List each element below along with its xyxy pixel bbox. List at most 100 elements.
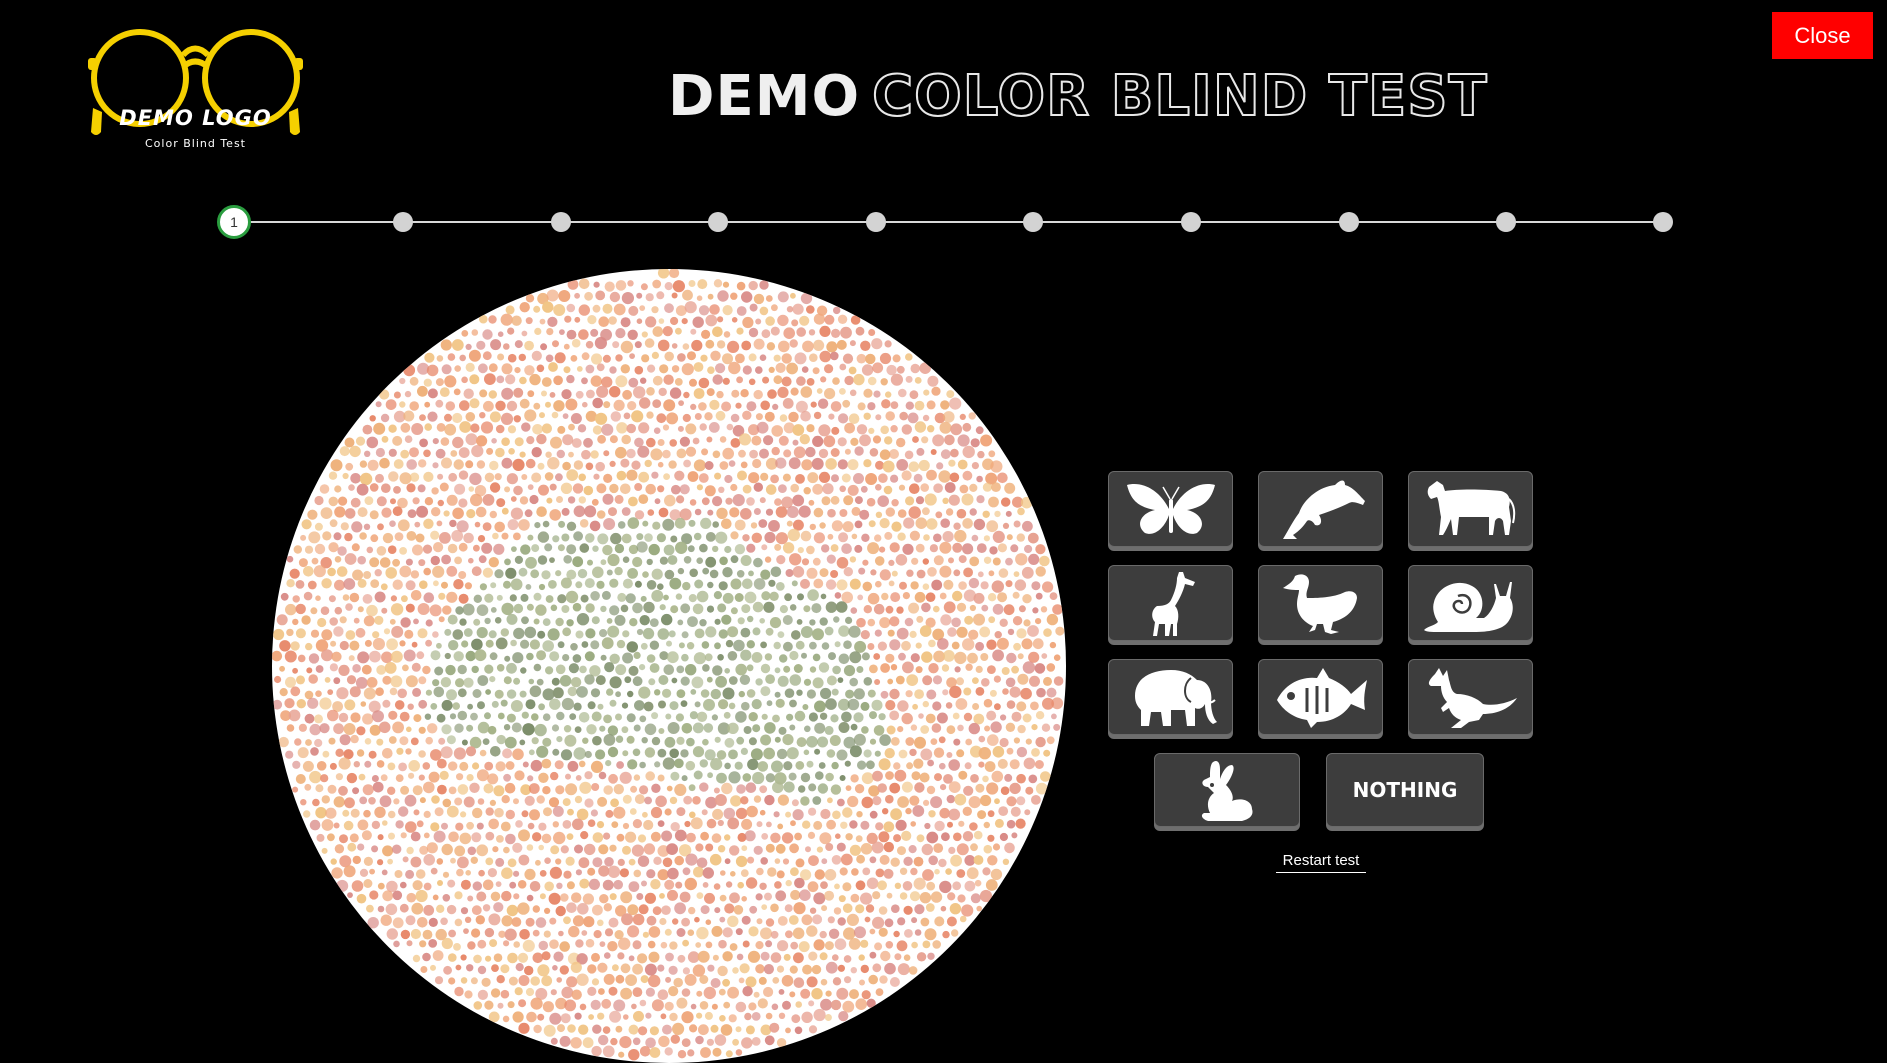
plate-dot (488, 390, 497, 399)
plate-dot (639, 397, 651, 409)
plate-dot (471, 445, 484, 458)
plate-dot (718, 699, 729, 710)
answer-fish-button[interactable] (1258, 659, 1383, 735)
plate-dot (579, 878, 590, 889)
plate-dot (690, 689, 697, 695)
plate-dot (622, 845, 631, 855)
restart-test-link[interactable]: Restart test (1276, 852, 1366, 873)
plate-dot (555, 858, 562, 865)
plate-dot (983, 535, 991, 542)
plate-dot (664, 1047, 673, 1056)
plate-dot (593, 930, 602, 939)
plate-dot (964, 615, 974, 625)
plate-dot (662, 688, 672, 698)
plate-dot (640, 642, 648, 650)
plate-dot (734, 593, 744, 602)
plate-dot (830, 570, 839, 578)
plate-dot (857, 760, 867, 770)
plate-dot (310, 629, 320, 638)
plate-dot (1009, 686, 1021, 698)
answer-duck-button[interactable] (1258, 565, 1383, 641)
plate-dot (997, 758, 1008, 769)
plate-dot (563, 725, 572, 733)
plate-dot (422, 929, 433, 940)
plate-dot (701, 329, 711, 339)
plate-dot (727, 915, 739, 927)
plate-dot (375, 447, 385, 458)
plate-dot (505, 833, 516, 845)
plate-dot (585, 628, 596, 639)
answer-giraffe-button[interactable] (1108, 565, 1233, 641)
plate-dot (702, 664, 710, 672)
plate-dot (956, 602, 967, 612)
plate-dot (1022, 661, 1036, 674)
plate-dot (380, 774, 388, 782)
plate-dot (292, 760, 301, 769)
plate-dot (350, 734, 359, 744)
plate-dot (517, 952, 529, 963)
plate-dot (496, 375, 505, 384)
plate-dot (531, 713, 539, 721)
plate-dot (856, 854, 865, 864)
plate-dot (518, 519, 530, 531)
plate-dot (639, 999, 647, 1007)
plate-dot (894, 953, 902, 961)
plate-dot (494, 473, 502, 481)
plate-dot (446, 735, 456, 745)
plate-dot (377, 834, 384, 841)
plate-dot (572, 483, 584, 494)
plate-dot (490, 339, 502, 351)
plate-dot (298, 558, 308, 568)
plate-dot (714, 642, 721, 650)
answer-dolphin-button[interactable] (1258, 471, 1383, 547)
plate-dot (315, 639, 329, 652)
plate-dot (327, 833, 335, 842)
answer-butterfly-button[interactable] (1108, 471, 1233, 547)
plate-dot (378, 721, 391, 734)
plate-dot (733, 639, 745, 652)
plate-dot (495, 424, 505, 434)
answer-snail-button[interactable] (1408, 565, 1533, 641)
plate-dot (933, 605, 940, 613)
plate-dot (596, 385, 609, 398)
plate-dot (830, 495, 840, 505)
plate-dot (731, 317, 738, 323)
plate-dot (642, 571, 649, 578)
plate-dot (746, 689, 756, 698)
plate-dot (578, 857, 590, 869)
plate-dot (849, 844, 862, 856)
plate-dot (730, 438, 741, 448)
plate-dot (984, 761, 996, 772)
plate-dot (578, 712, 590, 723)
answer-nothing-button[interactable]: NOTHING (1326, 753, 1484, 827)
plate-dot (774, 881, 782, 889)
plate-dot (447, 543, 458, 554)
plate-dot (349, 592, 360, 603)
plate-dot (585, 340, 594, 349)
answer-kangaroo-button[interactable] (1408, 659, 1533, 735)
plate-dot (607, 746, 619, 758)
plate-dot (827, 916, 835, 924)
plate-dot (584, 291, 593, 301)
plate-dot (748, 327, 759, 338)
answer-cow-button[interactable] (1408, 471, 1533, 547)
plate-dot (734, 519, 746, 531)
plate-dot (530, 976, 540, 986)
plate-dot (657, 964, 665, 972)
plate-dot (943, 579, 954, 590)
plate-dot (774, 543, 782, 551)
answer-rabbit-button[interactable] (1154, 753, 1300, 827)
plate-dot (860, 485, 868, 493)
plate-dot (388, 710, 398, 720)
plate-dot (891, 904, 900, 913)
plate-dot (712, 1047, 722, 1057)
plate-dot (764, 892, 772, 901)
plate-dot (947, 627, 957, 637)
close-button[interactable]: Close (1772, 12, 1873, 59)
plate-dot (1036, 687, 1046, 698)
plate-dot (505, 761, 515, 770)
plate-dot (784, 593, 792, 602)
answer-elephant-button[interactable] (1108, 659, 1233, 735)
plate-dot (593, 473, 600, 480)
plate-dot (722, 978, 730, 987)
